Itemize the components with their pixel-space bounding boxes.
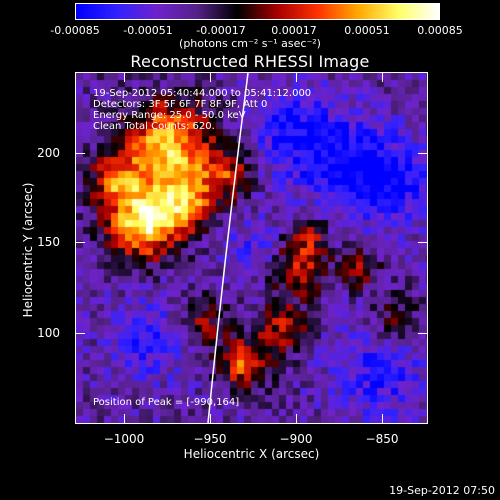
colorbar-tick-label: -0.00051 bbox=[123, 24, 173, 37]
x-tick bbox=[382, 414, 383, 424]
info-time-range: 19-Sep-2012 05:40:44.000 to 05:41:12.000 bbox=[93, 88, 312, 99]
peak-position-label: Position of Peak = [-990,164] bbox=[93, 397, 240, 408]
image-plot bbox=[75, 72, 428, 424]
x-tick bbox=[124, 414, 125, 424]
y-axis-label: Heliocentric Y (arcsec) bbox=[21, 182, 35, 318]
x-tick-top bbox=[210, 72, 211, 82]
info-clean-counts: Clean Total Counts: 620. bbox=[93, 121, 215, 132]
y-tick-label: 200 bbox=[37, 146, 60, 160]
y-tick bbox=[75, 153, 85, 154]
x-tick bbox=[210, 414, 211, 424]
y-tick bbox=[75, 242, 85, 243]
y-tick bbox=[75, 333, 85, 334]
plot-title: Reconstructed RHESSI Image bbox=[130, 52, 370, 71]
rhessi-image-heatmap bbox=[76, 73, 427, 423]
y-tick-label: 150 bbox=[37, 235, 60, 249]
x-tick-label: −1000 bbox=[103, 432, 145, 446]
y-tick-right bbox=[418, 153, 428, 154]
colorbar-tick-label: -0.00017 bbox=[196, 24, 246, 37]
x-tick-top bbox=[296, 72, 297, 82]
colorbar-tick-label: 0.00085 bbox=[417, 24, 463, 37]
colorbar-tick-label: -0.00085 bbox=[50, 24, 100, 37]
colorbar-tick-label: 0.00017 bbox=[271, 24, 317, 37]
colorbar-units: (photons cm⁻² s⁻¹ asec⁻²) bbox=[179, 37, 321, 50]
x-tick-label: −900 bbox=[279, 432, 313, 446]
solar-limb-line bbox=[207, 73, 249, 423]
colorbar bbox=[75, 3, 440, 20]
y-tick-right bbox=[418, 333, 428, 334]
render-timestamp: 19-Sep-2012 07:50 bbox=[389, 484, 495, 497]
x-tick-top bbox=[382, 72, 383, 82]
info-detectors: Detectors: 3F 5F 6F 7F 8F 9F, Att 0 bbox=[93, 99, 268, 110]
x-tick bbox=[296, 414, 297, 424]
x-tick-top bbox=[124, 72, 125, 82]
y-tick-right bbox=[418, 242, 428, 243]
solar-limb-overlay bbox=[207, 73, 249, 423]
x-tick-label: −850 bbox=[365, 432, 399, 446]
y-tick-label: 100 bbox=[37, 326, 60, 340]
info-energy-range: Energy Range: 25.0 - 50.0 keV bbox=[93, 110, 246, 121]
x-tick-label: −950 bbox=[193, 432, 227, 446]
x-axis-label: Heliocentric X (arcsec) bbox=[183, 447, 320, 461]
colorbar-tick-label: 0.00051 bbox=[344, 24, 390, 37]
